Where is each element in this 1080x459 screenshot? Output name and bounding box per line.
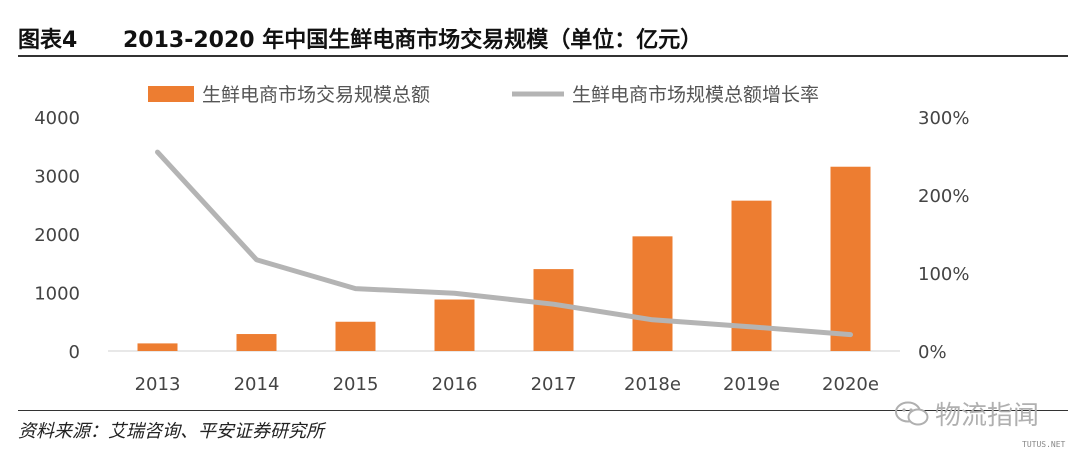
growth-point-2015	[355, 288, 356, 290]
watermark: 物流指闻	[895, 395, 1039, 432]
left-tick-label: 2000	[34, 225, 80, 246]
wechat-icon	[895, 401, 929, 425]
left-tick-label: 4000	[34, 108, 80, 129]
site-tag: TUTUS.NET	[1022, 440, 1066, 449]
source-note: 资料来源：艾瑞咨询、平安证券研究所	[18, 421, 324, 442]
top-rule	[18, 55, 1068, 57]
left-tick-label: 3000	[34, 167, 80, 188]
watermark-text: 物流指闻	[935, 401, 1040, 431]
left-tick-label: 0	[69, 342, 80, 363]
growth-point-2016	[454, 292, 455, 294]
left-tick-label: 1000	[34, 284, 80, 305]
growth-point-2020e	[850, 334, 851, 336]
legend-line-label: 生鲜电商市场规模总额增长率	[572, 84, 819, 106]
chart-title: 2013-2020 年中国生鲜电商市场交易规模（单位：亿元）	[123, 28, 703, 53]
x-tick-label: 2015	[333, 374, 379, 395]
growth-point-2018e	[652, 319, 653, 321]
bar-2016	[434, 299, 475, 351]
legend-bar-swatch	[148, 86, 194, 102]
bottom-rule	[18, 410, 1068, 411]
right-tick-label: 100%	[918, 264, 969, 285]
figure-label: 图表4	[18, 28, 78, 53]
right-tick-label: 0%	[918, 342, 947, 363]
bar-2013	[137, 343, 178, 351]
x-tick-label: 2017	[531, 374, 577, 395]
bar-2015	[335, 321, 376, 351]
x-tick-label: 2019e	[723, 374, 780, 395]
bar-2020e	[830, 166, 871, 351]
bar-2017	[533, 269, 574, 351]
right-tick-label: 300%	[918, 108, 969, 129]
x-tick-label: 2013	[135, 374, 181, 395]
growth-point-2017	[553, 303, 554, 305]
x-tick-label: 2020e	[822, 374, 879, 395]
growth-point-2014	[256, 259, 257, 261]
growth-point-2019e	[751, 326, 752, 328]
legend-bar-label: 生鲜电商市场交易规模总额	[202, 84, 430, 106]
growth-rate-line	[155, 149, 853, 338]
growth-point-2013	[157, 151, 158, 153]
bar-2018e	[632, 236, 673, 351]
x-tick-label: 2016	[432, 374, 478, 395]
x-tick-label: 2014	[234, 374, 280, 395]
x-tick-label: 2018e	[624, 374, 681, 395]
title-bar: 图表4 2013-2020 年中国生鲜电商市场交易规模（单位：亿元）	[18, 22, 1068, 56]
bar-2014	[236, 334, 277, 351]
chart: 0 1000 2000 3000 4000 0% 100% 200% 300% 2013 2014 2…	[34, 84, 969, 395]
right-tick-label: 200%	[918, 186, 969, 207]
